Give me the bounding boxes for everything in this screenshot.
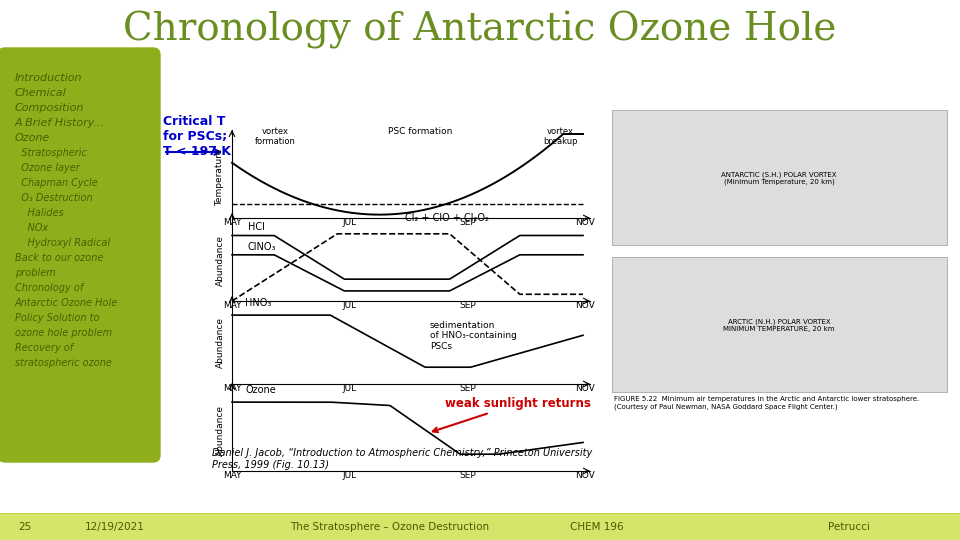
Text: PSC formation: PSC formation [388, 127, 452, 136]
Text: Antarctic Ozone Hole: Antarctic Ozone Hole [15, 298, 118, 308]
Text: Chronology of Antarctic Ozone Hole: Chronology of Antarctic Ozone Hole [123, 11, 837, 49]
Text: Chapman Cycle: Chapman Cycle [15, 178, 98, 188]
Text: Daniel J. Jacob, “Introduction to Atmospheric Chemistry,” Princeton University
P: Daniel J. Jacob, “Introduction to Atmosp… [212, 448, 592, 470]
Text: 25: 25 [18, 522, 32, 532]
FancyBboxPatch shape [0, 48, 160, 462]
Text: Composition: Composition [15, 103, 84, 113]
Text: T < 197 K: T < 197 K [163, 145, 231, 158]
Text: SEP: SEP [459, 301, 476, 310]
Text: ANTARCTIC (S.H.) POLAR VORTEX
(Minimum Temperature, 20 km): ANTARCTIC (S.H.) POLAR VORTEX (Minimum T… [721, 171, 837, 185]
Text: Abundance: Abundance [215, 318, 225, 368]
Text: Ozone: Ozone [245, 385, 276, 395]
Text: HCl: HCl [248, 222, 265, 232]
Text: Temperature: Temperature [215, 148, 225, 206]
Text: Halides: Halides [15, 208, 63, 218]
Text: HNO₃: HNO₃ [245, 298, 272, 308]
Text: O₃ Destruction: O₃ Destruction [15, 193, 92, 203]
Text: Chronology of: Chronology of [15, 283, 84, 293]
Text: Petrucci: Petrucci [828, 522, 870, 532]
Text: JUL: JUL [343, 384, 357, 393]
Text: SEP: SEP [459, 218, 476, 227]
Text: for PSCs;: for PSCs; [163, 130, 228, 143]
Text: JUL: JUL [343, 301, 357, 310]
Text: NOV: NOV [575, 218, 595, 227]
Text: Chemical: Chemical [15, 88, 67, 98]
Text: ClNO₃: ClNO₃ [248, 242, 276, 252]
Text: Abundance: Abundance [215, 404, 225, 456]
Text: Stratospheric: Stratospheric [15, 148, 86, 158]
Text: A Brief History...: A Brief History... [15, 118, 105, 128]
Text: Ozone layer: Ozone layer [15, 163, 80, 173]
Text: Hydroxyl Radical: Hydroxyl Radical [15, 238, 110, 248]
Bar [0, 513, 960, 540]
Bar [210, 205, 595, 315]
Text: The Stratosphere – Ozone Destruction: The Stratosphere – Ozone Destruction [290, 522, 490, 532]
Text: Back to our ozone: Back to our ozone [15, 253, 104, 263]
Text: Cl₂ + ClO + Cl₂O₂: Cl₂ + ClO + Cl₂O₂ [405, 213, 489, 223]
Text: NOV: NOV [575, 471, 595, 480]
Text: vortex
breakup: vortex breakup [542, 127, 577, 146]
Text: ARCTIC (N.H.) POLAR VORTEX
MINIMUM TEMPERATURE, 20 km: ARCTIC (N.H.) POLAR VORTEX MINIMUM TEMPE… [723, 318, 835, 332]
Bar [612, 110, 947, 245]
Text: SEP: SEP [459, 384, 476, 393]
Text: CHEM 196: CHEM 196 [570, 522, 624, 532]
Text: problem: problem [15, 268, 56, 278]
Text: stratospheric ozone: stratospheric ozone [15, 358, 112, 368]
Text: Ozone: Ozone [15, 133, 50, 143]
Text: MAY: MAY [223, 471, 241, 480]
Text: Policy Solution to: Policy Solution to [15, 313, 100, 323]
Text: JUL: JUL [343, 218, 357, 227]
Text: SEP: SEP [459, 471, 476, 480]
Text: 12/19/2021: 12/19/2021 [85, 522, 145, 532]
Text: MAY: MAY [223, 301, 241, 310]
Text: NOV: NOV [575, 301, 595, 310]
Text: JUL: JUL [343, 471, 357, 480]
Text: ozone hole problem: ozone hole problem [15, 328, 112, 338]
Text: vortex
formation: vortex formation [254, 127, 296, 146]
Text: weak sunlight returns: weak sunlight returns [433, 397, 590, 432]
Text: FIGURE 5.22  Minimum air temperatures in the Arctic and Antarctic lower stratosp: FIGURE 5.22 Minimum air temperatures in … [614, 396, 920, 409]
Text: Recovery of: Recovery of [15, 343, 73, 353]
Bar [210, 288, 595, 398]
Text: MAY: MAY [223, 218, 241, 227]
Text: NOx: NOx [15, 223, 48, 233]
Text: NOV: NOV [575, 384, 595, 393]
Text: sedimentation
of HNO₃-containing
PSCs: sedimentation of HNO₃-containing PSCs [430, 321, 516, 351]
Text: Abundance: Abundance [215, 234, 225, 286]
Bar [210, 375, 595, 485]
Bar [210, 122, 595, 232]
Text: Critical T: Critical T [163, 115, 226, 128]
Text: MAY: MAY [223, 384, 241, 393]
Bar [612, 257, 947, 392]
Text: Introduction: Introduction [15, 73, 83, 83]
